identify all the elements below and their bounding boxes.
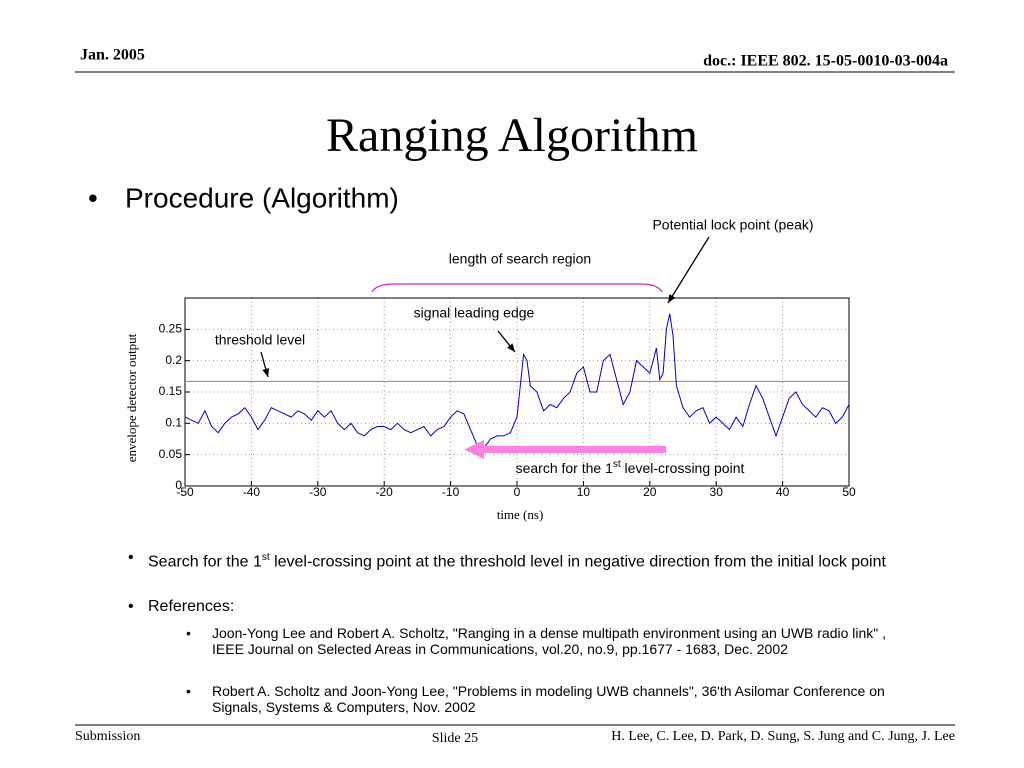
chart: -50 -40 -30 -20 -10 0 10 20 30 40 50 0 0.05 0.1 0.15 0.… [124,217,856,522]
y-tick-label: 0.2 [165,353,182,367]
search-arrow [480,446,666,453]
x-tick-label: 30 [710,485,724,499]
footer-left: Submission [75,729,140,744]
superscript: st [261,552,270,563]
annotation: length of search region [449,251,591,267]
header-doc: doc.: IEEE 802. 15-05-0010-03-004a [703,53,948,70]
annotation: Potential lock point (peak) [652,217,813,233]
arrow-head [507,343,515,352]
data-line [184,313,850,450]
bullet-dot: • [88,182,98,213]
x-tick-label: 10 [577,485,591,499]
text: search for the 1 [516,460,613,476]
pointer-arrow [667,236,710,304]
x-tick-label: -30 [309,485,327,499]
x-tick-label: 0 [514,485,521,499]
bullet-1: Search for the 1st level-crossing point … [128,549,888,571]
text: Search for the 1 [148,553,262,571]
slide-title: Ranging Algorithm [326,109,698,162]
text: level-crossing point at the threshold le… [269,553,886,571]
x-tick-label: -10 [442,485,460,499]
y-tick-label: 0.25 [159,322,183,336]
search-arrow-head [464,440,484,459]
x-tick-label: -50 [176,485,194,499]
x-axis-label: time (ns) [497,507,544,522]
arrow-head [668,294,676,303]
x-tick-label: -40 [243,485,261,499]
search-brace [371,283,663,293]
arrow-head [262,368,270,377]
footer-right: H. Lee, C. Lee, D. Park, D. Sung, S. Jun… [611,729,955,744]
bullet-2: References: [128,598,888,616]
y-tick-label: 0 [175,478,182,492]
x-tick-label: -20 [376,485,394,499]
footer-center: Slide 25 [432,731,478,746]
y-tick-label: 0.05 [159,447,183,461]
text: level-crossing point [621,460,745,476]
y-tick-label: 0.1 [165,416,182,430]
annotation: signal leading edge [414,305,535,321]
reference-1: Joon-Yong Lee and Robert A. Scholtz, "Ra… [186,625,892,657]
y-tick-label: 0.15 [159,384,183,398]
annotation: threshold level [215,332,305,348]
x-tick-label: 20 [643,485,657,499]
reference-2: Robert A. Scholtz and Joon-Yong Lee, "Pr… [186,683,892,715]
x-tick-label: 50 [842,485,856,499]
superscript: st [613,459,621,470]
y-axis-label: envelope detector output [124,333,139,462]
plot-frame [184,297,850,487]
bullet-text: Procedure (Algorithm) [125,182,399,213]
x-tick-label: 40 [776,485,790,499]
annotation: search for the 1st level-crossing point [516,459,745,476]
header-date: Jan. 2005 [80,47,145,64]
